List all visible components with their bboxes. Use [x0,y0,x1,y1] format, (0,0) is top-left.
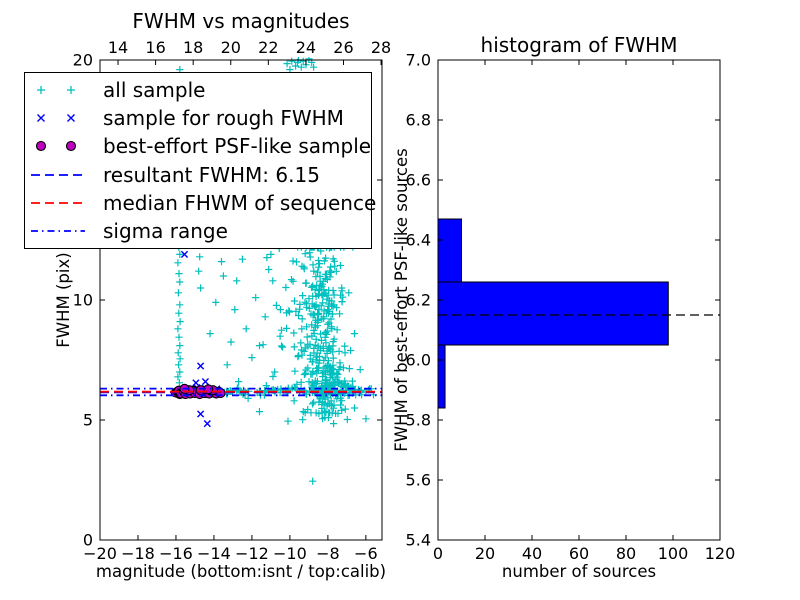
legend-label: resultant FWHM: 6.15 [103,162,320,187]
legend-label: median FHWM of sequence [103,190,377,215]
svg-text:6.2: 6.2 [406,291,431,310]
legend-swatch-dashdot [31,229,85,232]
svg-text:10: 10 [73,291,93,310]
svg-text:5.8: 5.8 [406,411,431,430]
svg-text:−18: −18 [121,544,155,563]
svg-text:20: 20 [221,38,241,57]
svg-text:20: 20 [73,51,93,70]
svg-text:5.4: 5.4 [406,531,431,550]
svg-text:−6: −6 [354,544,378,563]
svg-text:−10: −10 [273,544,307,563]
histogram-bar [437,344,446,409]
legend-swatch-x [37,114,75,123]
left-ylabel: FWHM (pix) [54,252,73,348]
rough-fwhm-points [180,250,223,428]
svg-text:14: 14 [108,38,128,57]
svg-text:0: 0 [83,531,93,550]
svg-text:24: 24 [296,38,316,57]
svg-text:−12: −12 [235,544,269,563]
svg-text:6.0: 6.0 [406,351,431,370]
legend-swatch-plus [37,86,75,95]
legend-label: best-effort PSF-like sample [103,134,372,159]
legend-item-1: sample for rough FWHM [25,107,371,129]
svg-text:28: 28 [371,38,391,57]
legend-label: sigma range [103,218,228,243]
svg-text:18: 18 [183,38,203,57]
svg-text:100: 100 [658,544,689,563]
legend-item-3: resultant FWHM: 6.15 [25,164,371,186]
legend-label: sample for rough FWHM [103,106,344,131]
svg-text:−14: −14 [197,544,231,563]
left-xlabel: magnitude (bottom:isnt / top:calib) [95,562,387,581]
svg-text:120: 120 [705,544,736,563]
right-ylabel: FWHM of best-effort PSF-like sources [392,148,411,452]
right-plot: 0 20 40 60 80 100 120 5.4 5.6 5.8 6.0 6.2 6.4 6.6 6.8 7… [406,51,736,564]
histogram-bar [437,281,669,346]
svg-text:−8: −8 [316,544,340,563]
legend-item-5: sigma range [25,220,371,242]
svg-text:20: 20 [475,544,495,563]
right-plot-title: histogram of FWHM [480,33,678,57]
svg-text:5: 5 [83,411,93,430]
svg-text:0: 0 [433,544,443,563]
right-xlabel: number of sources [501,562,657,581]
svg-text:6.6: 6.6 [406,171,431,190]
svg-text:16: 16 [145,38,165,57]
svg-text:60: 60 [569,544,589,563]
svg-text:5.6: 5.6 [406,471,431,490]
svg-text:7.0: 7.0 [406,51,431,70]
right-axes-ticks: 0 20 40 60 80 100 120 5.4 5.6 5.8 6.0 6.2 6.4 6.6 6.8 7… [406,51,736,564]
svg-text:−16: −16 [159,544,193,563]
legend-label: all sample [103,78,206,103]
legend-item-0: all sample [25,79,371,101]
histogram-bar [437,218,462,283]
legend-item-2: best-effort PSF-like sample [25,135,371,157]
svg-text:6.4: 6.4 [406,231,431,250]
legend-swatch-dashed [31,173,85,176]
svg-text:80: 80 [616,544,636,563]
svg-text:−20: −20 [83,544,117,563]
legend-swatch-dashed [31,201,85,204]
svg-text:22: 22 [258,38,278,57]
svg-text:26: 26 [333,38,353,57]
svg-text:6.8: 6.8 [406,111,431,130]
legend-swatch-circle [35,141,77,152]
svg-text:40: 40 [522,544,542,563]
legend-item-4: median FHWM of sequence [25,192,376,214]
left-plot-title: FWHM vs magnitudes [132,9,350,33]
legend: all sample sample for rough FWHM best-effo… [24,72,376,249]
